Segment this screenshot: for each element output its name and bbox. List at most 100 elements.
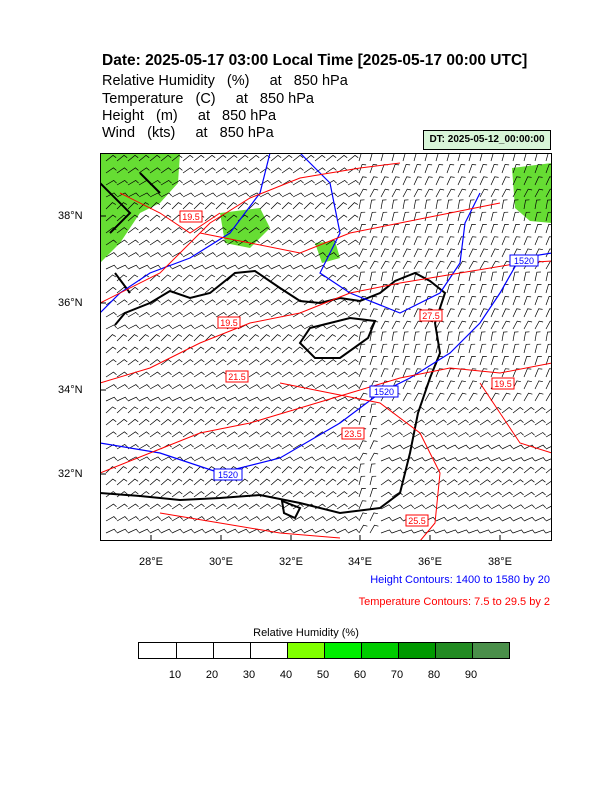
wind-barb (391, 248, 400, 258)
wind-barb (270, 239, 282, 246)
wind-barb (413, 308, 422, 318)
wind-barb (457, 343, 465, 354)
wind-barb (501, 308, 510, 318)
wind-barb (105, 202, 116, 210)
wind-barb (413, 529, 426, 534)
wind-barb (523, 491, 535, 498)
wind-barb (501, 331, 508, 342)
colorbar-cell (472, 643, 509, 658)
wind-barb (270, 324, 282, 330)
wind-barb (545, 467, 552, 474)
wind-barb (248, 334, 259, 342)
wind-barb (215, 406, 227, 414)
colorbar-cell (361, 643, 398, 658)
wind-barb (105, 334, 116, 342)
wind-barb (479, 479, 491, 486)
wind-barb (292, 192, 304, 198)
wind-barb (457, 380, 466, 390)
wind-barb (127, 384, 139, 390)
wind-barb (446, 320, 456, 330)
wind-barb (292, 334, 303, 342)
wind-barb (380, 199, 387, 210)
wind-barb (237, 396, 249, 402)
wind-barb (182, 299, 194, 306)
wind-barb (490, 343, 498, 354)
wind-barb (534, 188, 544, 198)
wind-barb (391, 479, 403, 486)
wind-barb (314, 466, 325, 474)
colorbar-label: 10 (168, 669, 182, 681)
wind-barb (479, 343, 487, 354)
colorbar-cell (287, 643, 324, 658)
wind-barb (468, 188, 478, 198)
wind-barb (138, 286, 150, 294)
wind-barb (193, 503, 205, 510)
wind-barb (127, 456, 139, 462)
svg-text:23.5: 23.5 (344, 429, 362, 439)
wind-barb (512, 320, 522, 330)
wind-barb (369, 224, 377, 234)
wind-barb (336, 371, 348, 378)
wind-barb (545, 433, 552, 438)
wind-barb (182, 286, 194, 294)
wind-barb (501, 432, 513, 438)
wind-barb (358, 452, 368, 462)
wind-barb (314, 516, 326, 522)
wind-barb (116, 371, 128, 378)
temperature-label: 19.5 (179, 210, 203, 223)
wind-barb (105, 167, 117, 174)
lon-label: 38°E (488, 556, 512, 568)
wind-barb (149, 456, 161, 462)
wind-barb (424, 188, 434, 198)
wind-barb (270, 334, 281, 342)
wind-barb (413, 380, 422, 390)
wind-barb (259, 274, 271, 282)
wind-barb (457, 516, 469, 522)
wind-barb (303, 214, 315, 222)
wind-barb (512, 529, 525, 534)
wind-barb (160, 167, 172, 174)
wind-barb (435, 211, 443, 222)
wind-barb (270, 491, 282, 498)
height-contours-note: Height Contours: 1400 to 1580 by 20 (370, 574, 550, 586)
wind-barb (468, 516, 480, 522)
wind-barb (215, 491, 227, 498)
wind-barb (259, 503, 271, 510)
wind-barb (501, 444, 513, 450)
wind-barb (380, 516, 392, 522)
temperature-contours-note: Temperature Contours: 7.5 to 29.5 by 2 (358, 596, 550, 608)
wind-barb (380, 320, 390, 330)
wind-barb (435, 380, 444, 390)
wind-barb (369, 331, 376, 342)
wind-barb (501, 343, 509, 354)
wind-barb (358, 283, 366, 294)
wind-barb (248, 431, 260, 438)
wind-barb (193, 192, 205, 198)
wind-barb (369, 488, 377, 498)
wind-barb (523, 457, 536, 462)
wind-barb (149, 466, 160, 474)
wind-barb (116, 516, 128, 522)
wind-barb (160, 274, 172, 282)
wind-barb (424, 260, 434, 270)
wind-barb (391, 320, 401, 330)
wind-barb (314, 396, 326, 402)
wind-barb (116, 252, 128, 258)
wind-barb (171, 227, 183, 234)
wind-barb (116, 202, 127, 210)
wind-barb (105, 346, 117, 354)
wind-barb (446, 407, 458, 414)
wind-barb (336, 274, 348, 282)
wind-barb (171, 264, 183, 270)
wind-barb (512, 153, 516, 162)
wind-barb (435, 248, 444, 258)
wind-barb (347, 371, 359, 378)
wind-barb (292, 202, 303, 210)
wind-barb (468, 504, 480, 510)
wind-barb (523, 504, 535, 510)
wind-barb (193, 252, 205, 258)
wind-barb (358, 415, 366, 426)
lon-label: 28°E (139, 556, 163, 568)
wind-barb (380, 444, 392, 450)
wind-barb (468, 407, 480, 414)
